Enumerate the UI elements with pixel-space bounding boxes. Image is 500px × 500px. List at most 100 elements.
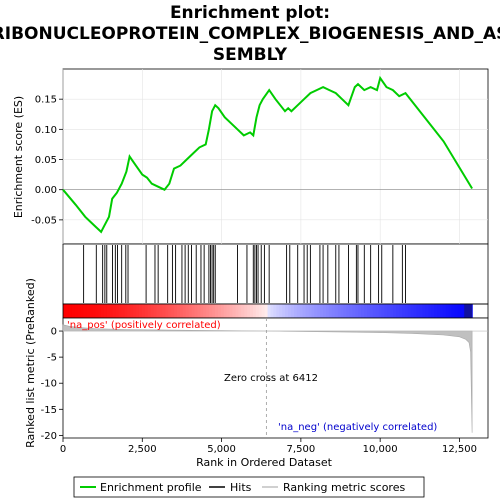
rank-colorbar bbox=[63, 304, 473, 318]
colorbar-segment bbox=[457, 304, 462, 318]
colorbar-segment bbox=[437, 304, 441, 318]
colorbar-segment bbox=[188, 304, 193, 318]
colorbar-segment bbox=[375, 304, 380, 318]
colorbar-segment bbox=[80, 304, 85, 318]
colorbar-segment bbox=[182, 304, 187, 318]
colorbar-segment bbox=[174, 304, 178, 318]
colorbar-segment bbox=[103, 304, 108, 318]
metric-area-fill bbox=[62, 324, 473, 433]
hit-marks bbox=[83, 245, 406, 303]
na-neg-label: 'na_neg' (negatively correlated) bbox=[278, 422, 437, 433]
es-panel-frame bbox=[62, 68, 489, 245]
colorbar-segment bbox=[244, 304, 248, 318]
metric-y-tick-label: -15 bbox=[41, 405, 57, 416]
colorbar-segment bbox=[381, 304, 386, 318]
colorbar-segment bbox=[130, 304, 134, 318]
metric-area bbox=[62, 324, 488, 433]
colorbar-segment bbox=[413, 304, 418, 318]
colorbar-segment bbox=[63, 304, 67, 318]
colorbar-segment bbox=[118, 304, 123, 318]
colorbar-segment bbox=[250, 304, 254, 318]
colorbar-segment bbox=[337, 304, 342, 318]
chart-title-line-2: RIBONUCLEOPROTEIN_COMPLEX_BIOGENESIS_AND… bbox=[0, 24, 500, 44]
colorbar-segment bbox=[340, 304, 345, 318]
colorbar-segment bbox=[194, 304, 199, 318]
colorbar-segment bbox=[285, 304, 289, 318]
x-tick-label: 10,000 bbox=[363, 444, 398, 455]
colorbar-segment bbox=[276, 304, 280, 318]
colorbar-segment bbox=[71, 304, 76, 318]
colorbar-segment bbox=[238, 304, 242, 318]
colorbar-segment bbox=[323, 304, 327, 318]
colorbar-segment bbox=[200, 304, 204, 318]
es-y-tick-label: 0.05 bbox=[35, 155, 57, 166]
colorbar-segment bbox=[439, 304, 444, 318]
colorbar-segment bbox=[358, 304, 362, 318]
colorbar-segment bbox=[127, 304, 131, 318]
colorbar-segment bbox=[138, 304, 143, 318]
colorbar-segment bbox=[235, 304, 239, 318]
colorbar-segment bbox=[273, 304, 277, 318]
x-tick-label: 5,000 bbox=[207, 444, 236, 455]
colorbar-segment bbox=[404, 304, 409, 318]
colorbar-segment bbox=[387, 304, 391, 318]
metric-y-axis-label: Ranked list metric (PreRanked) bbox=[24, 278, 37, 448]
colorbar-segment bbox=[191, 304, 196, 318]
legend-item-metric: Ranking metric scores bbox=[283, 481, 405, 494]
colorbar-segment bbox=[390, 304, 394, 318]
es-y-tick-label: -0.05 bbox=[31, 215, 57, 226]
colorbar-segment bbox=[296, 304, 301, 318]
colorbar-segment bbox=[121, 304, 125, 318]
colorbar-segment bbox=[267, 304, 272, 318]
colorbar-segment bbox=[366, 304, 371, 318]
x-ticks: 0 2,500 5,000 7,500 10,000 12,500 bbox=[60, 438, 477, 455]
colorbar-segment bbox=[153, 304, 158, 318]
es-y-tick-label: 0.00 bbox=[35, 185, 57, 196]
colorbar-segment bbox=[448, 304, 453, 318]
x-axis-label: Rank in Ordered Dataset bbox=[196, 456, 333, 469]
es-y-tick-label: 0.15 bbox=[35, 95, 57, 106]
colorbar-segment bbox=[98, 304, 102, 318]
x-tick-label: 0 bbox=[60, 444, 66, 455]
colorbar-segment bbox=[162, 304, 166, 318]
colorbar-segment bbox=[176, 304, 181, 318]
colorbar-segment bbox=[434, 304, 438, 318]
x-tick-label: 7,500 bbox=[287, 444, 316, 455]
colorbar-segment bbox=[232, 304, 237, 318]
colorbar-segment bbox=[311, 304, 315, 318]
colorbar-segment bbox=[282, 304, 286, 318]
colorbar-segment bbox=[364, 304, 368, 318]
colorbar-segment bbox=[334, 304, 339, 318]
colorbar-segment bbox=[355, 304, 359, 318]
colorbar-segment bbox=[223, 304, 228, 318]
colorbar-segment bbox=[378, 304, 383, 318]
colorbar-segment bbox=[217, 304, 222, 318]
colorbar-segment bbox=[100, 304, 105, 318]
colorbar-segment bbox=[226, 304, 231, 318]
colorbar-segment bbox=[402, 304, 406, 318]
es-y-ticks: -0.05 0.00 0.05 0.10 0.15 bbox=[31, 95, 63, 226]
colorbar-segment bbox=[255, 304, 260, 318]
colorbar-segment bbox=[393, 304, 397, 318]
colorbar-segment bbox=[305, 304, 310, 318]
colorbar-segment bbox=[346, 304, 350, 318]
colorbar-segment bbox=[460, 304, 464, 318]
x-tick-label: 12,500 bbox=[442, 444, 477, 455]
colorbar-segment bbox=[115, 304, 120, 318]
colorbar-segment bbox=[144, 304, 149, 318]
es-y-axis-label: Enrichment score (ES) bbox=[12, 96, 25, 218]
colorbar-segment bbox=[220, 304, 225, 318]
colorbar-segment bbox=[320, 304, 324, 318]
colorbar-segment bbox=[416, 304, 421, 318]
colorbar-segment bbox=[168, 304, 172, 318]
zero-cross-label: Zero cross at 6412 bbox=[224, 373, 318, 384]
colorbar-segment bbox=[95, 304, 99, 318]
x-tick-label: 2,500 bbox=[128, 444, 157, 455]
colorbar-segment bbox=[214, 304, 219, 318]
colorbar-segment bbox=[86, 304, 90, 318]
colorbar-segment bbox=[419, 304, 424, 318]
colorbar-segment bbox=[314, 304, 318, 318]
colorbar-segment bbox=[77, 304, 82, 318]
colorbar-segment bbox=[68, 304, 73, 318]
colorbar-segment bbox=[83, 304, 87, 318]
